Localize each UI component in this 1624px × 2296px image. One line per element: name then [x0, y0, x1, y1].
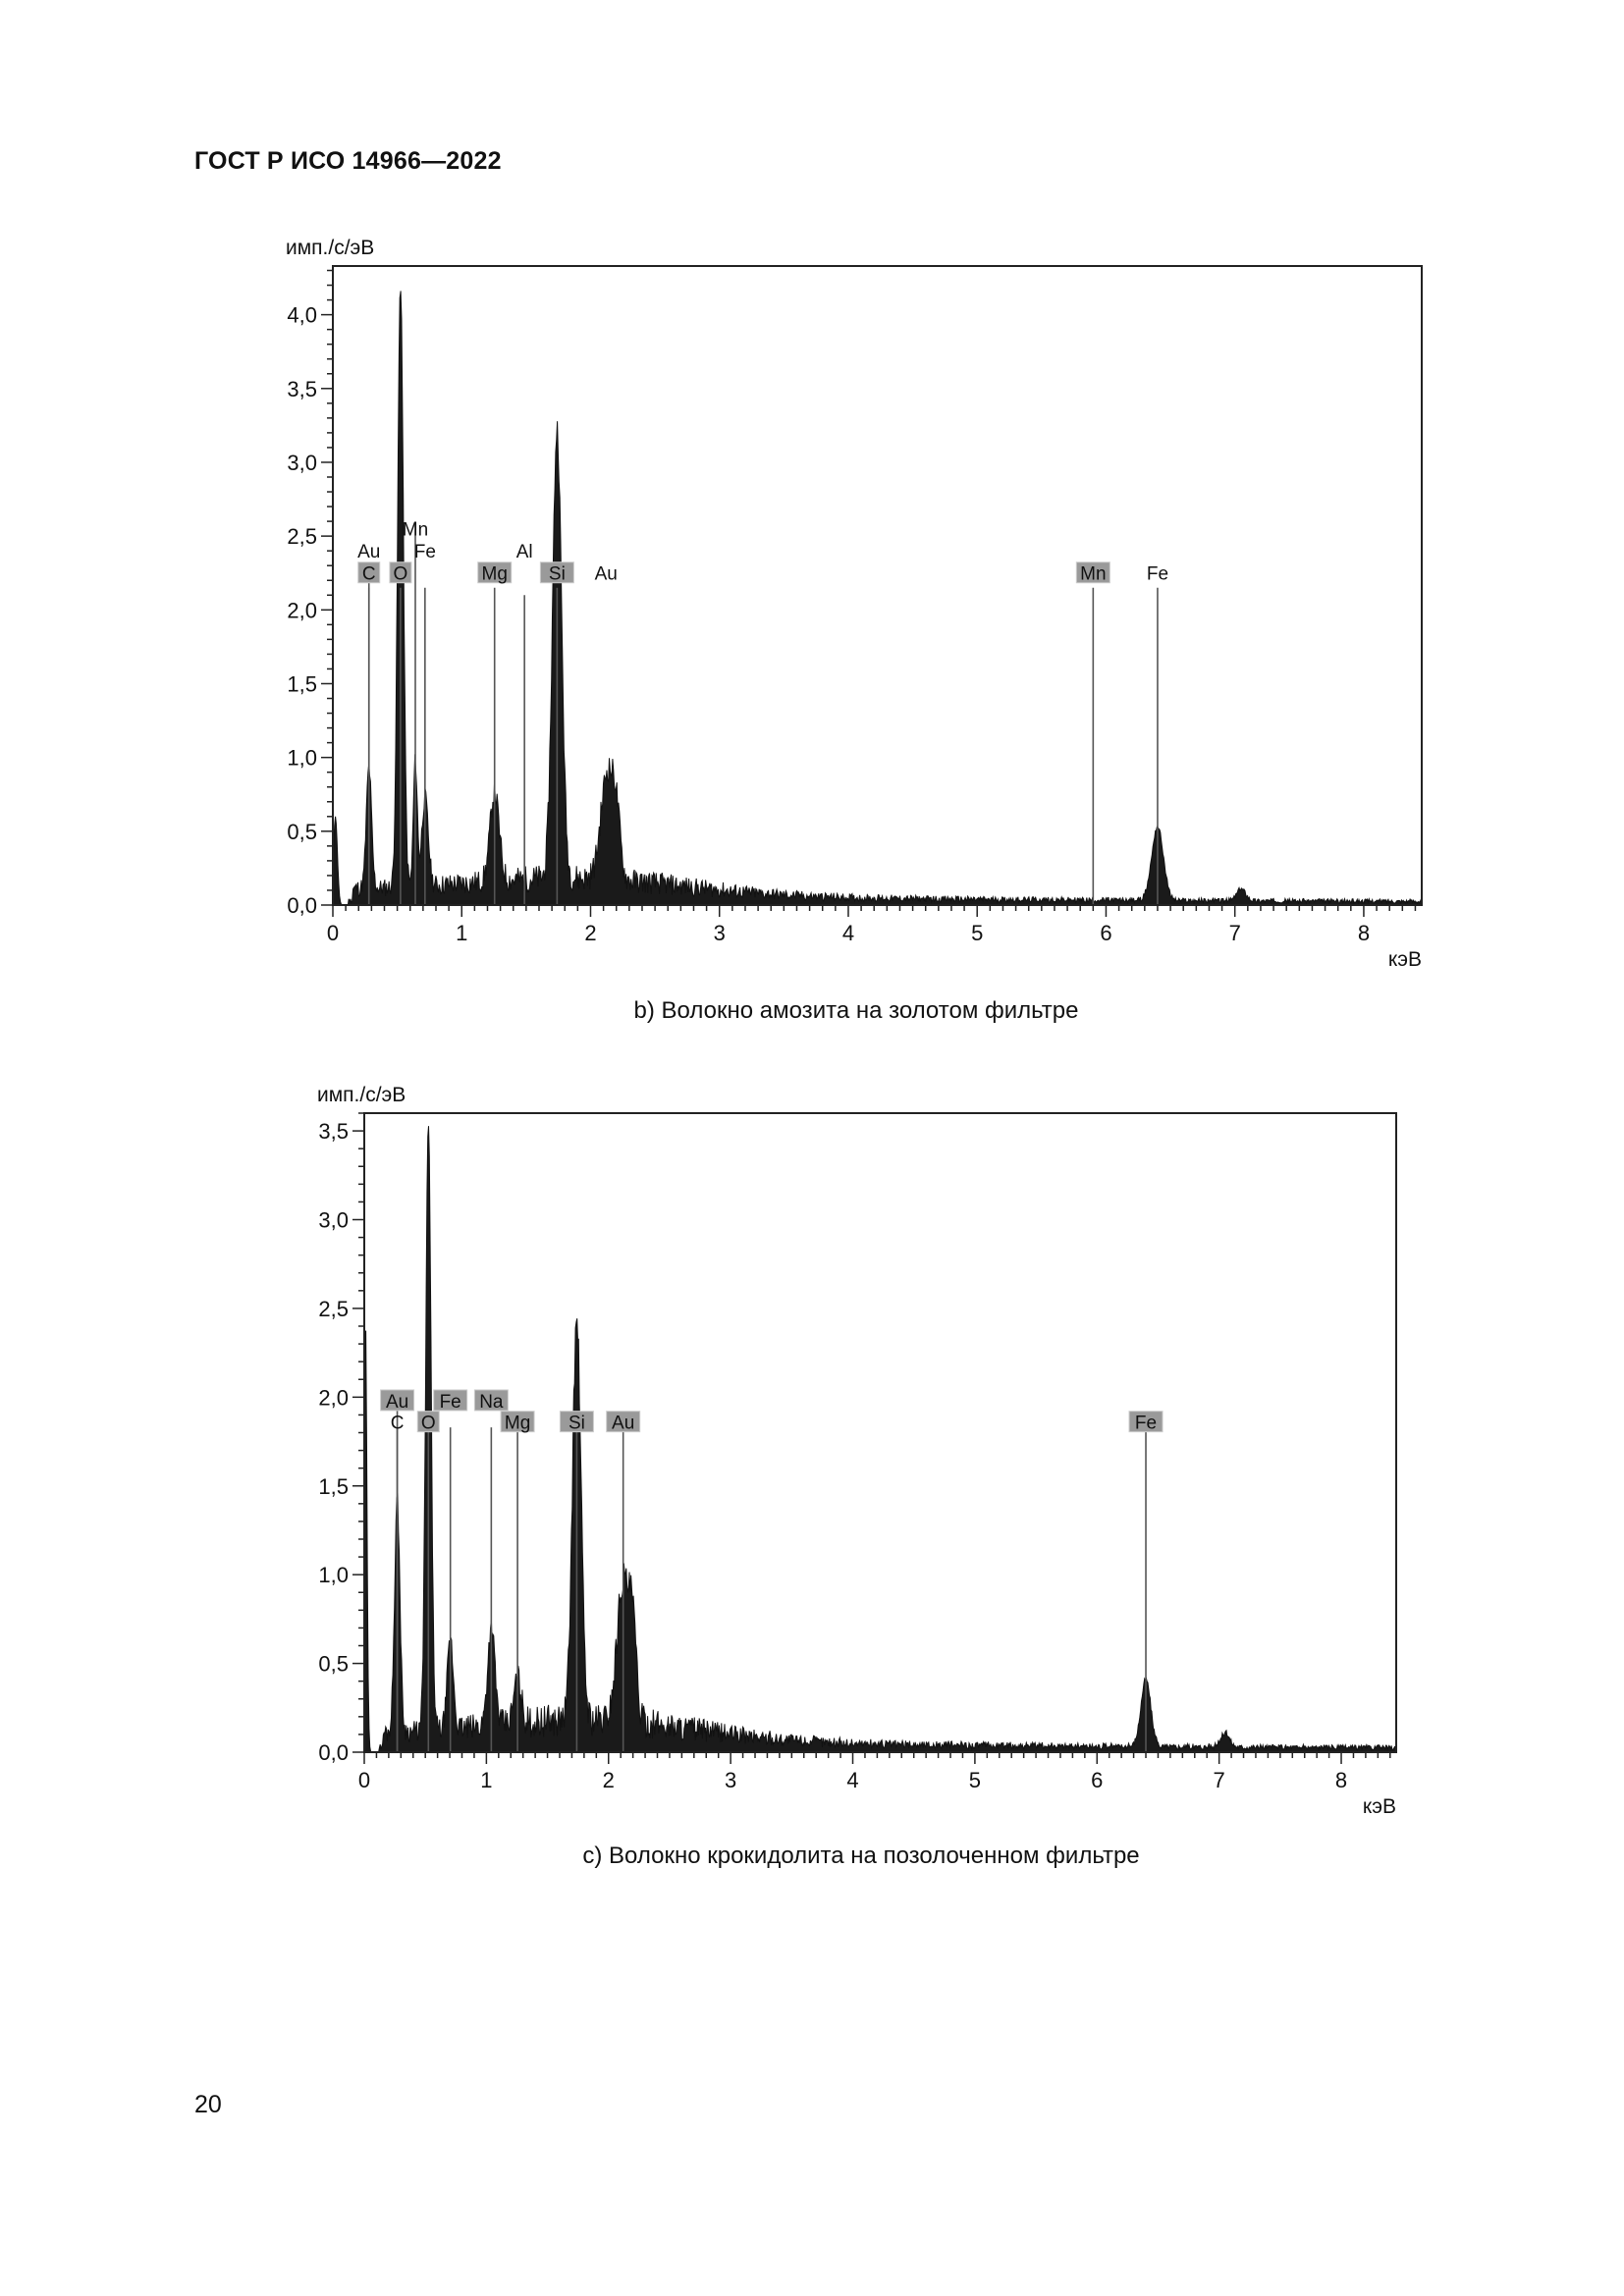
- element-label-o: O: [421, 1414, 436, 1434]
- x-tick-label: 3: [714, 921, 726, 945]
- element-label-box-au: [606, 1411, 641, 1433]
- element-label-c: C: [362, 564, 376, 585]
- y-tick-label: 0,0: [318, 1740, 349, 1765]
- y-tick-label: 2,5: [287, 524, 317, 549]
- x-tick-label: 5: [969, 1768, 981, 1792]
- element-label-fe: Fe: [440, 1392, 461, 1413]
- element-label-au: Au: [357, 542, 380, 562]
- x-tick-label: 8: [1335, 1768, 1347, 1792]
- spectrum-area: [332, 291, 1423, 906]
- y-tick-label: 4,0: [287, 303, 317, 328]
- element-label-box-fe: [433, 1389, 468, 1412]
- x-tick-label: 2: [603, 1768, 615, 1792]
- element-label-mg: Mg: [505, 1414, 530, 1434]
- x-axis-label: кэВ: [1388, 948, 1422, 971]
- x-axis-label: кэВ: [1363, 1795, 1396, 1818]
- x-tick-label: 7: [1214, 1768, 1225, 1792]
- page-number: 20: [194, 2091, 222, 2118]
- y-tick-label: 2,5: [318, 1297, 349, 1321]
- y-tick-label: 3,5: [287, 377, 317, 401]
- y-tick-label: 3,5: [318, 1119, 349, 1144]
- x-tick-label: 4: [846, 1768, 858, 1792]
- y-tick-label: 0,0: [287, 893, 317, 918]
- element-label-si: Si: [549, 564, 566, 585]
- x-tick-label: 3: [725, 1768, 736, 1792]
- x-tick-label: 8: [1358, 921, 1370, 945]
- y-tick-label: 2,0: [287, 598, 317, 622]
- x-tick-label: 5: [971, 921, 983, 945]
- x-tick-label: 1: [480, 1768, 492, 1792]
- figure-caption-c: c) Волокно крокидолита на позолоченном ф…: [582, 1842, 1140, 1869]
- element-label-box-mn: [1075, 561, 1110, 584]
- element-label-au: Au: [612, 1414, 634, 1434]
- y-axis-label: имп./с/эВ: [317, 1084, 406, 1106]
- element-label-box-au: [380, 1389, 415, 1412]
- plot-frame: [332, 265, 1423, 906]
- element-label-o: O: [394, 564, 408, 585]
- element-label-box-mg: [477, 561, 513, 584]
- y-tick-label: 0,5: [287, 820, 317, 844]
- element-label-mn: Mn: [1080, 564, 1106, 585]
- element-label-box-si: [559, 1411, 594, 1433]
- element-label-au: Au: [595, 564, 618, 585]
- element-label-al: Al: [516, 542, 533, 562]
- x-tick-label: 0: [327, 921, 339, 945]
- x-tick-label: 6: [1091, 1768, 1103, 1792]
- element-label-box-si: [539, 561, 574, 584]
- y-tick-label: 1,0: [318, 1563, 349, 1587]
- y-tick-label: 1,5: [318, 1474, 349, 1499]
- y-axis-label: имп./с/эВ: [286, 237, 374, 259]
- y-tick-label: 3,0: [318, 1208, 349, 1233]
- x-tick-label: 6: [1100, 921, 1111, 945]
- element-label-fe: Fe: [1135, 1414, 1157, 1434]
- element-label-si: Si: [568, 1414, 585, 1434]
- x-tick-label: 0: [358, 1768, 370, 1792]
- element-label-c: C: [391, 1414, 405, 1434]
- element-label-box-fe: [1128, 1411, 1164, 1433]
- y-tick-label: 2,0: [318, 1385, 349, 1410]
- y-tick-label: 3,0: [287, 451, 317, 475]
- y-tick-label: 1,5: [287, 671, 317, 696]
- y-tick-label: 1,0: [287, 746, 317, 771]
- y-tick-label: 0,5: [318, 1652, 349, 1677]
- element-label-na: Na: [479, 1392, 504, 1413]
- element-label-fe: Fe: [1147, 564, 1168, 585]
- element-label-au: Au: [386, 1392, 408, 1413]
- document-header: ГОСТ Р ИСО 14966—2022: [194, 147, 502, 175]
- element-label-mg: Mg: [482, 564, 508, 585]
- figure-caption-b: b) Волокно амозита на золотом фильтре: [633, 997, 1079, 1024]
- spectrum-area: [363, 1126, 1397, 1753]
- x-tick-label: 2: [584, 921, 596, 945]
- element-label-fe: Fe: [414, 542, 436, 562]
- x-tick-label: 1: [456, 921, 467, 945]
- element-label-box-mg: [500, 1411, 535, 1433]
- x-tick-label: 4: [842, 921, 854, 945]
- element-label-mn: Mn: [403, 520, 428, 541]
- element-label-box-na: [473, 1389, 509, 1412]
- element-label-box-c: [357, 561, 381, 584]
- element-label-box-o: [389, 561, 412, 584]
- x-tick-label: 7: [1229, 921, 1241, 945]
- element-label-box-o: [416, 1411, 440, 1433]
